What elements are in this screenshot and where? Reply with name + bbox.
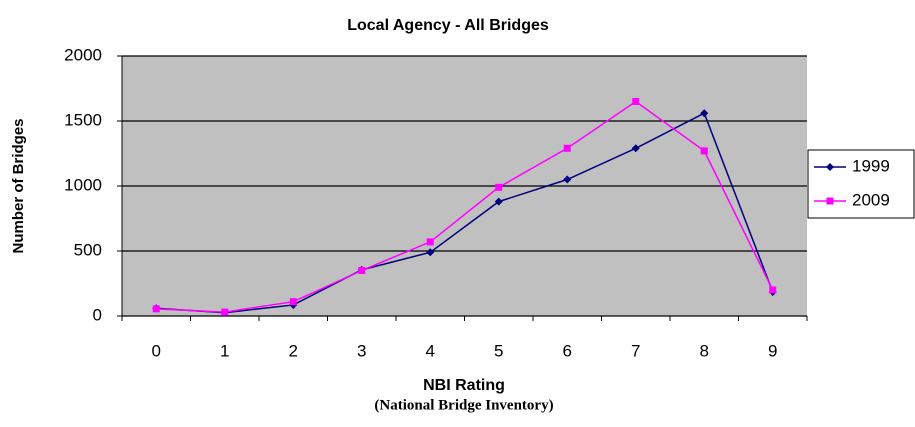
x-tick-label: 6 [563, 341, 572, 360]
y-tick-label: 500 [74, 240, 102, 259]
caption: (National Bridge Inventory) [374, 397, 553, 413]
y-tick-label: 0 [93, 305, 102, 324]
point [563, 175, 572, 184]
x-tick-label: 7 [631, 341, 640, 360]
x-tick-label: 3 [357, 341, 366, 360]
point [495, 183, 503, 191]
point [358, 267, 366, 274]
x-tick-label: 2 [289, 341, 298, 360]
legend-label: 2009 [852, 190, 890, 209]
point [494, 197, 503, 206]
x-tick-label: 4 [426, 341, 435, 360]
point [289, 298, 297, 306]
y-tick-label: 1000 [64, 175, 102, 194]
legend-marker [826, 163, 834, 171]
point [426, 248, 435, 257]
x-axis-title: NBI Rating [423, 377, 505, 394]
point [631, 144, 640, 153]
chart-title: Local Agency - All Bridges [347, 17, 549, 34]
point [563, 144, 571, 152]
x-tick-label: 9 [768, 341, 777, 360]
point [632, 98, 640, 105]
point [700, 147, 708, 155]
x-tick-label: 0 [152, 341, 161, 360]
point [221, 308, 229, 316]
point [152, 305, 160, 313]
legend-box [807, 149, 915, 219]
legend-marker [826, 197, 834, 205]
legend-label: 1999 [852, 156, 890, 175]
y-axis-title: Number of Bridges [10, 118, 27, 253]
point [769, 286, 777, 294]
series-line [156, 100, 774, 313]
point [700, 109, 709, 118]
point [426, 238, 434, 246]
x-tick-label: 5 [494, 341, 503, 360]
y-tick-label: 1500 [64, 110, 102, 129]
y-tick-label: 2000 [64, 45, 102, 64]
series-line [156, 112, 774, 314]
x-tick-label: 8 [700, 341, 709, 360]
x-tick-label: 1 [220, 341, 229, 360]
